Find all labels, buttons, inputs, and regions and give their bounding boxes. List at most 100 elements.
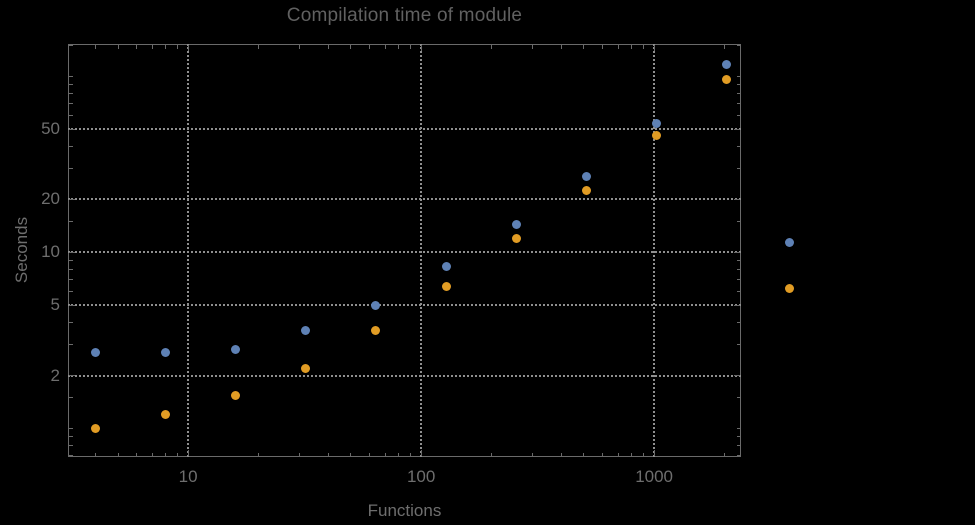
y-tick-label: 50 [41,119,60,139]
x-tick-mark [350,45,352,49]
y-tick-mark [69,145,73,147]
y-tick-mark [736,92,740,94]
data-point [90,348,100,358]
legend-marker-orange [784,283,794,293]
x-tick-mark [642,452,644,456]
y-tick-mark [736,455,740,457]
y-tick-mark [69,428,73,430]
y-tick-label: 10 [41,242,60,262]
gridline-horizontal [68,374,741,377]
x-tick-mark [187,450,189,456]
x-tick-mark [257,452,259,456]
plot-frame [68,44,741,457]
y-tick-mark [736,343,740,345]
data-point [301,363,311,373]
gridline-horizontal [68,251,741,254]
y-tick-mark [69,375,75,377]
x-tick-mark [642,45,644,49]
y-tick-mark [736,145,740,147]
y-tick-mark [69,102,73,104]
x-tick-mark [350,452,352,456]
y-tick-mark [69,75,73,77]
y-tick-mark [736,220,740,222]
data-point [90,424,100,434]
x-tick-mark [653,450,655,456]
y-tick-mark [734,251,740,253]
x-tick-mark [165,452,167,456]
x-tick-mark [94,45,96,49]
data-point [581,171,591,181]
data-point [722,74,732,84]
data-point [371,326,381,336]
data-point [161,348,171,358]
x-tick-mark [94,452,96,456]
x-tick-mark [117,452,119,456]
x-tick-mark [420,450,422,456]
data-point [441,281,451,291]
x-axis-label: Functions [367,501,442,520]
x-tick-mark [151,45,153,49]
x-tick-mark [560,452,562,456]
x-tick-mark [653,45,655,51]
x-tick-mark [531,45,533,49]
x-tick-mark [176,452,178,456]
x-tick-mark [165,45,167,49]
x-tick-mark [135,45,137,49]
data-point [722,59,732,69]
x-tick-mark [723,452,725,456]
y-tick-mark [736,259,740,261]
y-tick-mark [69,455,73,457]
x-tick-mark [490,452,492,456]
x-tick-mark [531,452,533,456]
data-point [231,390,241,400]
y-tick-label: 2 [50,365,60,385]
x-tick-mark [631,452,633,456]
y-tick-mark [69,44,73,46]
y-tick-mark [736,75,740,77]
data-point [652,130,662,140]
x-tick-mark [117,45,119,49]
x-tick-mark [384,452,386,456]
x-tick-mark [617,452,619,456]
data-point [231,345,241,355]
y-tick-mark [736,290,740,292]
y-tick-mark [69,268,73,270]
y-tick-mark [736,321,740,323]
data-point [371,300,381,310]
data-point [161,410,171,420]
y-tick-mark [736,445,740,447]
y-tick-mark [736,397,740,399]
y-tick-mark [69,114,73,116]
y-tick-mark [736,114,740,116]
x-tick-mark [384,45,386,49]
y-tick-mark [69,83,73,85]
x-tick-mark [187,45,189,51]
gridline-vertical [653,44,656,457]
y-tick-mark [736,428,740,430]
chart-title: Compilation time of module [286,5,523,26]
x-tick-mark [176,45,178,49]
y-tick-label: 20 [41,189,60,209]
x-tick-mark [151,452,153,456]
x-tick-mark [327,45,329,49]
x-tick-mark [298,45,300,49]
x-tick-mark [583,45,585,49]
legend-marker-blue [784,237,794,247]
y-tick-mark [69,251,75,253]
y-tick-mark [736,44,740,46]
y-tick-label: 5 [50,295,60,315]
gridline-horizontal [68,304,741,307]
y-tick-mark [736,83,740,85]
x-tick-mark [327,452,329,456]
data-point [652,118,662,128]
y-tick-mark [69,445,73,447]
y-tick-mark [69,397,73,399]
y-tick-mark [69,321,73,323]
gridline-horizontal [68,198,741,201]
x-tick-mark [298,452,300,456]
x-tick-mark [490,45,492,49]
y-tick-mark [736,279,740,281]
x-tick-mark [257,45,259,49]
x-tick-mark [409,45,411,49]
